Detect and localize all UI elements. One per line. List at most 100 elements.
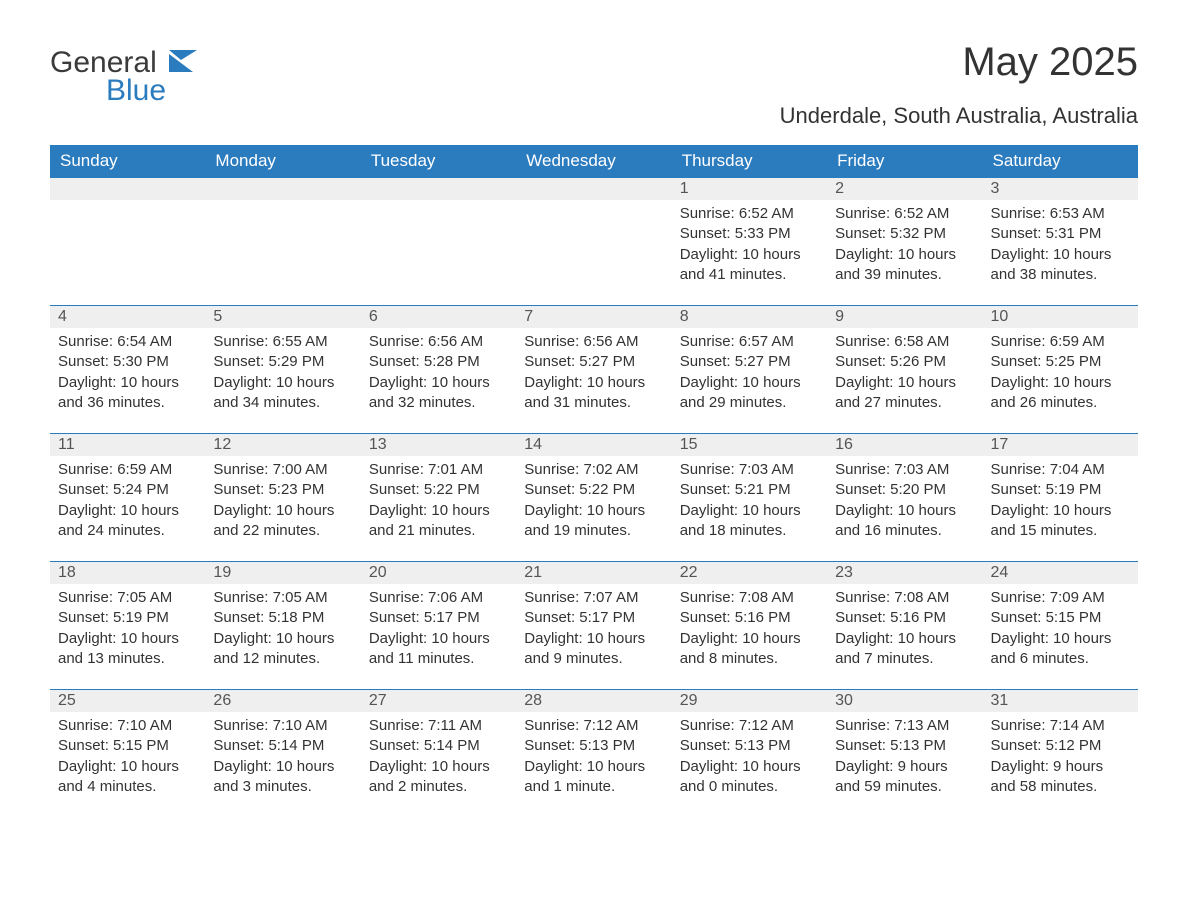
sunset-line: Sunset: 5:13 PM [835,736,974,756]
day-number: 28 [516,689,671,712]
sunset-line: Sunset: 5:33 PM [680,224,819,244]
sunset-line: Sunset: 5:20 PM [835,480,974,500]
day-number: 20 [361,561,516,584]
day-body: Sunrise: 7:14 AMSunset: 5:12 PMDaylight:… [983,712,1138,805]
day-number: 14 [516,433,671,456]
day-number: 15 [672,433,827,456]
daylight-line: Daylight: 10 hours and 34 minutes. [213,373,352,414]
day-body: Sunrise: 6:56 AMSunset: 5:27 PMDaylight:… [516,328,671,421]
sunrise-line: Sunrise: 6:55 AM [213,332,352,352]
sunrise-line: Sunrise: 7:05 AM [213,588,352,608]
day-number: 30 [827,689,982,712]
day-body: Sunrise: 7:08 AMSunset: 5:16 PMDaylight:… [827,584,982,677]
calendar-day-cell: 9Sunrise: 6:58 AMSunset: 5:26 PMDaylight… [827,305,982,433]
calendar-day-cell: 31Sunrise: 7:14 AMSunset: 5:12 PMDayligh… [983,689,1138,817]
day-number: 13 [361,433,516,456]
day-number-empty [205,177,360,200]
daylight-line: Daylight: 10 hours and 11 minutes. [369,629,508,670]
calendar-day-cell: 24Sunrise: 7:09 AMSunset: 5:15 PMDayligh… [983,561,1138,689]
calendar-day-cell: 3Sunrise: 6:53 AMSunset: 5:31 PMDaylight… [983,177,1138,305]
sunrise-line: Sunrise: 7:02 AM [524,460,663,480]
calendar-day-cell: 22Sunrise: 7:08 AMSunset: 5:16 PMDayligh… [672,561,827,689]
calendar-day-cell: 12Sunrise: 7:00 AMSunset: 5:23 PMDayligh… [205,433,360,561]
sunset-line: Sunset: 5:15 PM [58,736,197,756]
weekday-header: Saturday [983,145,1138,177]
daylight-line: Daylight: 10 hours and 29 minutes. [680,373,819,414]
day-number: 3 [983,177,1138,200]
sunset-line: Sunset: 5:12 PM [991,736,1130,756]
day-body: Sunrise: 6:52 AMSunset: 5:33 PMDaylight:… [672,200,827,293]
daylight-line: Daylight: 10 hours and 16 minutes. [835,501,974,542]
calendar-day-cell: 25Sunrise: 7:10 AMSunset: 5:15 PMDayligh… [50,689,205,817]
calendar-day-cell: 10Sunrise: 6:59 AMSunset: 5:25 PMDayligh… [983,305,1138,433]
day-body: Sunrise: 7:09 AMSunset: 5:15 PMDaylight:… [983,584,1138,677]
calendar-day-cell: 15Sunrise: 7:03 AMSunset: 5:21 PMDayligh… [672,433,827,561]
sunset-line: Sunset: 5:15 PM [991,608,1130,628]
sunset-line: Sunset: 5:21 PM [680,480,819,500]
sunset-line: Sunset: 5:31 PM [991,224,1130,244]
day-body: Sunrise: 6:52 AMSunset: 5:32 PMDaylight:… [827,200,982,293]
day-number: 7 [516,305,671,328]
calendar-day-cell: 27Sunrise: 7:11 AMSunset: 5:14 PMDayligh… [361,689,516,817]
daylight-line: Daylight: 10 hours and 22 minutes. [213,501,352,542]
day-body: Sunrise: 6:59 AMSunset: 5:24 PMDaylight:… [50,456,205,549]
day-body: Sunrise: 6:53 AMSunset: 5:31 PMDaylight:… [983,200,1138,293]
sunset-line: Sunset: 5:13 PM [524,736,663,756]
day-number: 5 [205,305,360,328]
day-number: 10 [983,305,1138,328]
sunrise-line: Sunrise: 6:57 AM [680,332,819,352]
daylight-line: Daylight: 9 hours and 58 minutes. [991,757,1130,798]
calendar-day-cell: 18Sunrise: 7:05 AMSunset: 5:19 PMDayligh… [50,561,205,689]
weekday-header: Monday [205,145,360,177]
sunrise-line: Sunrise: 7:04 AM [991,460,1130,480]
sunset-line: Sunset: 5:24 PM [58,480,197,500]
day-body: Sunrise: 7:04 AMSunset: 5:19 PMDaylight:… [983,456,1138,549]
calendar-day-cell: 13Sunrise: 7:01 AMSunset: 5:22 PMDayligh… [361,433,516,561]
sunset-line: Sunset: 5:22 PM [524,480,663,500]
daylight-line: Daylight: 10 hours and 6 minutes. [991,629,1130,670]
day-number: 1 [672,177,827,200]
weekday-header: Sunday [50,145,205,177]
sunset-line: Sunset: 5:27 PM [680,352,819,372]
sunrise-line: Sunrise: 7:09 AM [991,588,1130,608]
sunrise-line: Sunrise: 7:10 AM [213,716,352,736]
calendar-day-cell: 7Sunrise: 6:56 AMSunset: 5:27 PMDaylight… [516,305,671,433]
location-text: Underdale, South Australia, Australia [780,103,1138,129]
logo: General Blue [50,40,203,108]
day-number: 6 [361,305,516,328]
calendar-day-cell: 20Sunrise: 7:06 AMSunset: 5:17 PMDayligh… [361,561,516,689]
sunrise-line: Sunrise: 7:08 AM [835,588,974,608]
day-body: Sunrise: 7:03 AMSunset: 5:20 PMDaylight:… [827,456,982,549]
calendar-day-cell: 16Sunrise: 7:03 AMSunset: 5:20 PMDayligh… [827,433,982,561]
daylight-line: Daylight: 10 hours and 39 minutes. [835,245,974,286]
day-number: 21 [516,561,671,584]
daylight-line: Daylight: 10 hours and 1 minute. [524,757,663,798]
day-body: Sunrise: 6:54 AMSunset: 5:30 PMDaylight:… [50,328,205,421]
day-number: 25 [50,689,205,712]
calendar-day-cell [361,177,516,305]
calendar-day-cell: 4Sunrise: 6:54 AMSunset: 5:30 PMDaylight… [50,305,205,433]
day-body: Sunrise: 7:00 AMSunset: 5:23 PMDaylight:… [205,456,360,549]
day-number: 17 [983,433,1138,456]
calendar-day-cell: 5Sunrise: 6:55 AMSunset: 5:29 PMDaylight… [205,305,360,433]
daylight-line: Daylight: 10 hours and 21 minutes. [369,501,508,542]
day-number: 2 [827,177,982,200]
sunset-line: Sunset: 5:19 PM [58,608,197,628]
sunset-line: Sunset: 5:22 PM [369,480,508,500]
weekday-header-row: SundayMondayTuesdayWednesdayThursdayFrid… [50,145,1138,177]
sunset-line: Sunset: 5:23 PM [213,480,352,500]
sunrise-line: Sunrise: 6:59 AM [991,332,1130,352]
day-body: Sunrise: 6:59 AMSunset: 5:25 PMDaylight:… [983,328,1138,421]
daylight-line: Daylight: 10 hours and 4 minutes. [58,757,197,798]
sunrise-line: Sunrise: 7:00 AM [213,460,352,480]
day-body: Sunrise: 6:58 AMSunset: 5:26 PMDaylight:… [827,328,982,421]
day-number: 19 [205,561,360,584]
day-body: Sunrise: 7:05 AMSunset: 5:18 PMDaylight:… [205,584,360,677]
calendar-day-cell: 17Sunrise: 7:04 AMSunset: 5:19 PMDayligh… [983,433,1138,561]
day-body: Sunrise: 7:10 AMSunset: 5:15 PMDaylight:… [50,712,205,805]
calendar-day-cell: 2Sunrise: 6:52 AMSunset: 5:32 PMDaylight… [827,177,982,305]
day-number: 12 [205,433,360,456]
daylight-line: Daylight: 10 hours and 41 minutes. [680,245,819,286]
day-body: Sunrise: 7:06 AMSunset: 5:17 PMDaylight:… [361,584,516,677]
day-number: 26 [205,689,360,712]
